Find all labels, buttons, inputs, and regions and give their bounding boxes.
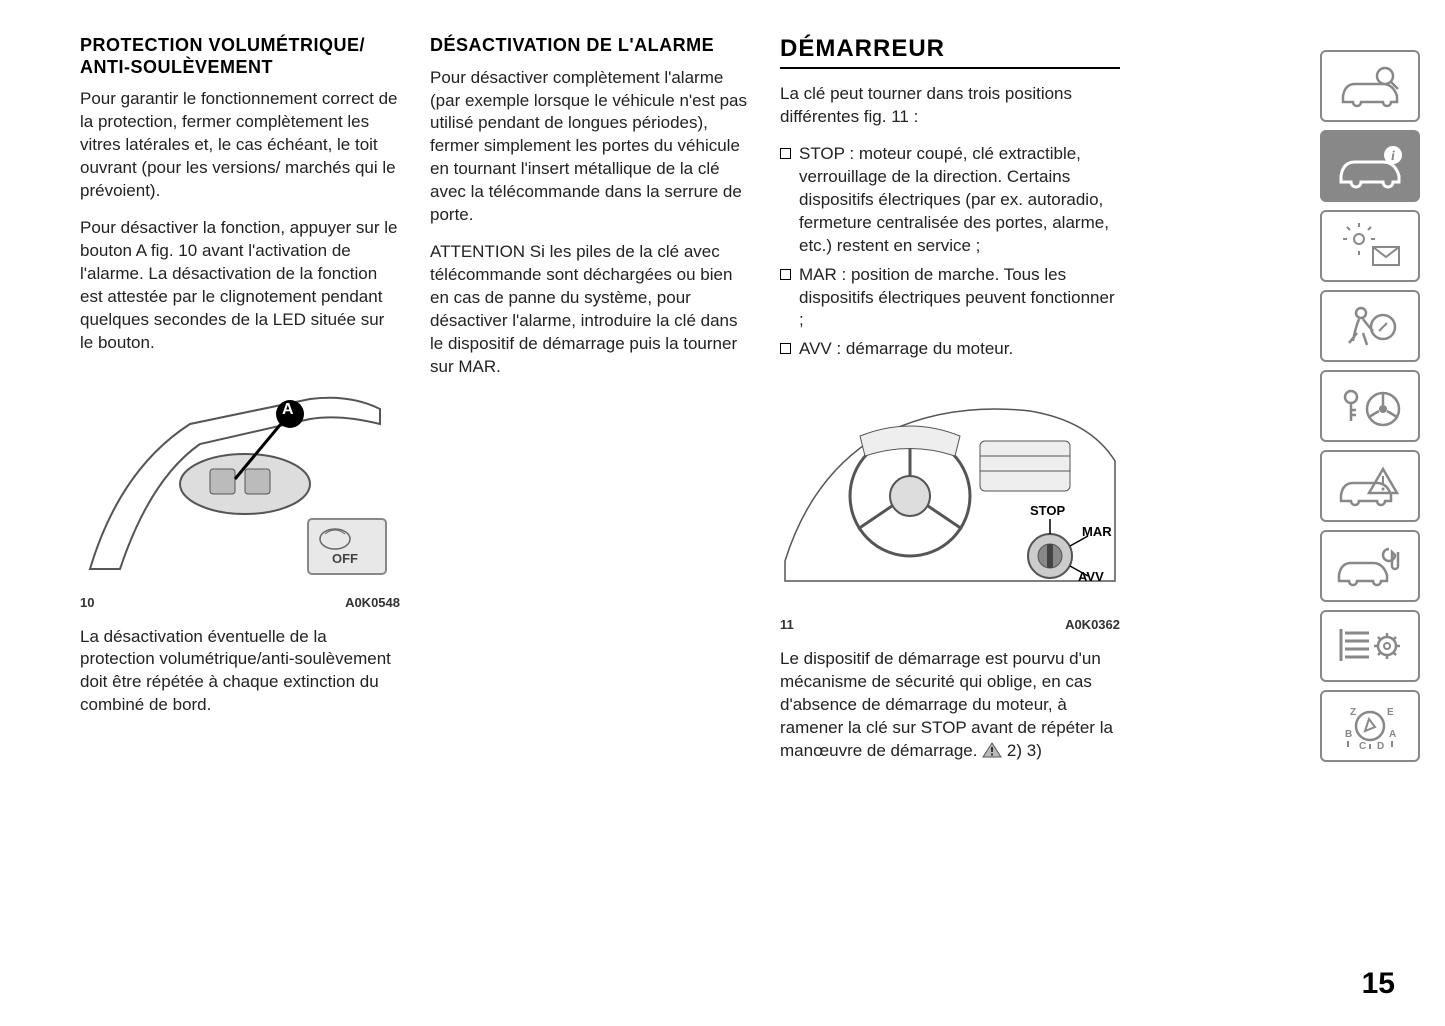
light-envelope-icon bbox=[1335, 221, 1405, 271]
list-item-text: STOP : moteur coupé, clé extractible, ve… bbox=[799, 143, 1120, 258]
list-item: AVV : démarrage du moteur. bbox=[780, 338, 1120, 361]
col3-para-2-refs: 2) 3) bbox=[1002, 741, 1042, 760]
svg-text:A: A bbox=[1389, 729, 1396, 740]
col1-para-3: La désactivation éventuelle de la protec… bbox=[80, 626, 400, 718]
svg-text:C: C bbox=[1359, 741, 1366, 751]
figure-11: STOP MAR AVV bbox=[780, 381, 1120, 611]
nav-tile-key-steering[interactable] bbox=[1320, 370, 1420, 442]
figure-10: A OFF bbox=[80, 369, 390, 589]
bullet-icon bbox=[780, 148, 791, 159]
svg-text:Z: Z bbox=[1350, 707, 1356, 718]
car-info-icon: i bbox=[1335, 141, 1405, 191]
figure-10-number: 10 bbox=[80, 595, 94, 610]
col2-para-1: Pour désactiver complètement l'alarme (p… bbox=[430, 67, 750, 228]
key-steering-icon bbox=[1335, 381, 1405, 431]
nav-tile-compass[interactable]: Z E B A C D bbox=[1320, 690, 1420, 762]
figure-10-label-a: A bbox=[282, 401, 294, 419]
col1-heading: PROTECTION VOLUMÉTRIQUE/ ANTI-SOULÈVEMEN… bbox=[80, 35, 400, 78]
col2-heading: DÉSACTIVATION DE L'ALARME bbox=[430, 35, 750, 57]
column-2: DÉSACTIVATION DE L'ALARME Pour désactive… bbox=[430, 35, 750, 996]
airbag-icon bbox=[1335, 301, 1405, 351]
list-item-text: AVV : démarrage du moteur. bbox=[799, 338, 1013, 361]
warning-triangle-icon bbox=[982, 742, 1002, 758]
manual-page: PROTECTION VOLUMÉTRIQUE/ ANTI-SOULÈVEMEN… bbox=[0, 0, 1445, 1026]
col1-para-1: Pour garantir le fonctionnement correct … bbox=[80, 88, 400, 203]
section-nav-sidebar: i Z E B A C D bbox=[1320, 35, 1430, 996]
figure-11-code: A0K0362 bbox=[1065, 617, 1120, 632]
figure-11-stop-label: STOP bbox=[1030, 503, 1065, 518]
car-wrench-icon bbox=[1335, 541, 1405, 591]
nav-tile-car-warning[interactable] bbox=[1320, 450, 1420, 522]
svg-text:B: B bbox=[1345, 729, 1352, 740]
figure-11-mar-label: MAR bbox=[1082, 524, 1112, 539]
col3-list: STOP : moteur coupé, clé extractible, ve… bbox=[780, 143, 1120, 367]
col3-para-1: La clé peut tourner dans trois positions… bbox=[780, 83, 1120, 129]
column-1: PROTECTION VOLUMÉTRIQUE/ ANTI-SOULÈVEMEN… bbox=[80, 35, 400, 996]
figure-11-avv-label: AVV bbox=[1078, 569, 1104, 584]
bullet-icon bbox=[780, 269, 791, 280]
svg-text:i: i bbox=[1391, 149, 1395, 164]
figure-10-off-label: OFF bbox=[332, 551, 358, 566]
nav-tile-list-gear[interactable] bbox=[1320, 610, 1420, 682]
car-warning-icon bbox=[1335, 461, 1405, 511]
col2-para-2: ATTENTION Si les piles de la clé avec té… bbox=[430, 241, 750, 379]
column-3: DÉMARREUR La clé peut tourner dans trois… bbox=[780, 35, 1120, 996]
content-columns: PROTECTION VOLUMÉTRIQUE/ ANTI-SOULÈVEMEN… bbox=[80, 35, 1320, 996]
list-item: STOP : moteur coupé, clé extractible, ve… bbox=[780, 143, 1120, 258]
figure-11-caption: 11 A0K0362 bbox=[780, 617, 1120, 632]
nav-tile-light-envelope[interactable] bbox=[1320, 210, 1420, 282]
list-item: MAR : position de marche. Tous les dispo… bbox=[780, 264, 1120, 333]
col3-heading: DÉMARREUR bbox=[780, 35, 1120, 69]
figure-11-number: 11 bbox=[780, 617, 794, 632]
svg-text:E: E bbox=[1387, 707, 1394, 718]
list-item-text: MAR : position de marche. Tous les dispo… bbox=[799, 264, 1120, 333]
figure-10-code: A0K0548 bbox=[345, 595, 400, 610]
col1-para-2: Pour désactiver la fonction, appuyer sur… bbox=[80, 217, 400, 355]
svg-text:D: D bbox=[1377, 741, 1384, 751]
list-gear-icon bbox=[1335, 621, 1405, 671]
nav-tile-car-magnify[interactable] bbox=[1320, 50, 1420, 122]
compass-icon: Z E B A C D bbox=[1335, 701, 1405, 751]
page-number: 15 bbox=[1362, 967, 1395, 1001]
car-magnify-icon bbox=[1335, 61, 1405, 111]
nav-tile-car-info[interactable]: i bbox=[1320, 130, 1420, 202]
nav-tile-airbag[interactable] bbox=[1320, 290, 1420, 362]
col3-para-2-text: Le dispositif de démarrage est pourvu d'… bbox=[780, 649, 1113, 760]
figure-10-caption: 10 A0K0548 bbox=[80, 595, 400, 610]
bullet-icon bbox=[780, 343, 791, 354]
col3-para-2: Le dispositif de démarrage est pourvu d'… bbox=[780, 648, 1120, 763]
nav-tile-car-wrench[interactable] bbox=[1320, 530, 1420, 602]
